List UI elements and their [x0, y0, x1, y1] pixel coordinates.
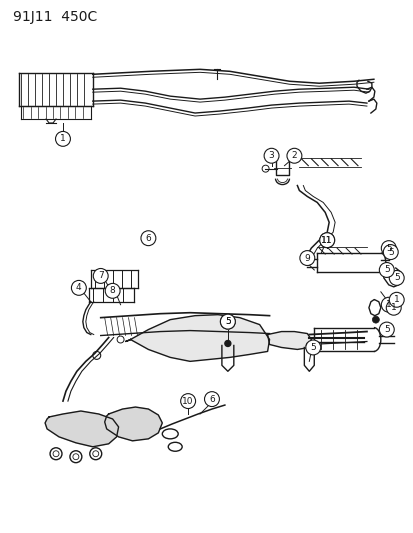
Text: 5: 5	[224, 317, 230, 326]
Text: 1: 1	[60, 134, 66, 143]
Circle shape	[224, 341, 230, 346]
Circle shape	[71, 280, 86, 295]
Text: 9: 9	[304, 254, 309, 263]
Circle shape	[105, 284, 120, 298]
Text: 11: 11	[320, 236, 332, 245]
Text: 1: 1	[390, 303, 396, 312]
Circle shape	[389, 296, 396, 303]
Circle shape	[286, 148, 301, 163]
Circle shape	[385, 300, 400, 315]
Text: 5: 5	[385, 244, 391, 253]
Circle shape	[380, 241, 395, 256]
Circle shape	[140, 231, 155, 246]
Text: 7: 7	[97, 271, 103, 280]
Circle shape	[305, 340, 320, 355]
Circle shape	[371, 316, 378, 323]
Circle shape	[220, 314, 235, 329]
Text: 5: 5	[387, 248, 393, 256]
Polygon shape	[104, 407, 162, 441]
Text: 6: 6	[209, 394, 214, 403]
Circle shape	[93, 269, 108, 284]
Text: 5: 5	[383, 265, 389, 274]
Text: 5: 5	[393, 273, 399, 282]
Text: 11: 11	[320, 236, 332, 245]
Text: 91J11  450C: 91J11 450C	[13, 10, 97, 24]
Text: 5: 5	[224, 317, 230, 326]
Circle shape	[378, 263, 393, 277]
Circle shape	[378, 322, 393, 337]
Text: 3: 3	[268, 151, 274, 160]
Text: 6: 6	[145, 233, 151, 243]
Text: 2: 2	[291, 151, 297, 160]
Circle shape	[299, 251, 314, 265]
Circle shape	[306, 343, 311, 349]
Text: 5: 5	[383, 325, 389, 334]
Circle shape	[220, 314, 235, 329]
Text: 1: 1	[385, 300, 391, 309]
Circle shape	[382, 245, 397, 260]
Circle shape	[388, 292, 403, 307]
Text: 4: 4	[76, 284, 81, 293]
Text: 5: 5	[310, 343, 316, 352]
Text: 10: 10	[182, 397, 193, 406]
Polygon shape	[267, 332, 311, 350]
Circle shape	[180, 394, 195, 408]
Circle shape	[319, 233, 334, 248]
Polygon shape	[125, 314, 269, 361]
Circle shape	[204, 392, 219, 407]
Circle shape	[263, 148, 278, 163]
Text: 1: 1	[393, 295, 399, 304]
Circle shape	[388, 270, 403, 285]
Circle shape	[319, 233, 334, 248]
Text: 8: 8	[109, 286, 115, 295]
Polygon shape	[45, 411, 118, 447]
Circle shape	[55, 132, 70, 147]
Circle shape	[380, 297, 395, 312]
